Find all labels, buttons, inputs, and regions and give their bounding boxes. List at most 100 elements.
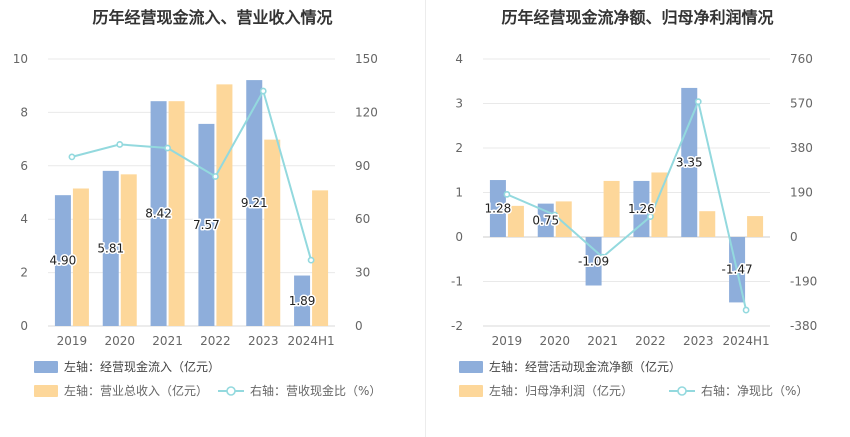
right-axis-tick: 120 bbox=[355, 105, 378, 119]
bar-series-1 bbox=[54, 195, 71, 326]
legend-label: 右轴：净现比（%） bbox=[701, 383, 808, 398]
bar-series-2 bbox=[699, 211, 716, 237]
bar-series-1 bbox=[633, 180, 650, 237]
x-axis-category-label: 2023 bbox=[683, 334, 714, 348]
right-axis-tick: 60 bbox=[355, 212, 370, 226]
line-point bbox=[503, 190, 511, 198]
bar-series-1 bbox=[294, 275, 311, 326]
left-axis-tick: 4 bbox=[20, 212, 28, 226]
bar-data-label: 5.81 bbox=[97, 241, 124, 255]
legend-swatch-line-marker bbox=[677, 386, 687, 396]
line-series bbox=[506, 98, 748, 311]
bar-data-label: 4.90 bbox=[50, 254, 77, 268]
x-axis-category-label: 2020 bbox=[539, 334, 570, 348]
bar-series-1 bbox=[681, 87, 698, 237]
bar-data-label: -1.09 bbox=[578, 254, 609, 268]
bar-data-label: 1.28 bbox=[485, 202, 512, 216]
bar-series-2 bbox=[216, 84, 233, 327]
bar-data-label: 0.75 bbox=[532, 213, 559, 227]
left-axis-tick: -2 bbox=[451, 319, 463, 333]
right-axis-tick: 760 bbox=[790, 52, 813, 66]
x-axis-category-label: 2020 bbox=[104, 334, 135, 348]
bar-series-2 bbox=[72, 188, 89, 326]
x-axis-category-label: 2021 bbox=[152, 334, 183, 348]
left-axis-tick: 10 bbox=[13, 52, 28, 66]
line-point bbox=[68, 153, 76, 161]
x-axis-category-label: 2024H1 bbox=[722, 334, 769, 348]
line-point bbox=[164, 144, 171, 152]
x-axis-category-label: 2019 bbox=[57, 334, 88, 348]
legend-label: 左轴：经营现金流入（亿元） bbox=[64, 359, 220, 374]
bar-series-1 bbox=[102, 170, 119, 326]
line-point bbox=[307, 256, 315, 264]
bar-data-label: 1.26 bbox=[628, 202, 655, 216]
legend-swatch-line-marker bbox=[226, 386, 236, 396]
legend-label: 左轴：归母净利润（亿元） bbox=[489, 383, 633, 398]
left-axis-tick: 2 bbox=[20, 266, 28, 280]
left-chart-title: 历年经营现金流入、营业收入情况 bbox=[92, 8, 333, 27]
bar-series-2 bbox=[555, 201, 572, 237]
line-point bbox=[116, 141, 124, 148]
legend-swatch-bar-2 bbox=[459, 385, 483, 397]
left-axis-tick: 1 bbox=[455, 186, 463, 200]
left-axis-tick: 0 bbox=[455, 230, 463, 244]
line-point bbox=[647, 213, 654, 221]
line-point bbox=[551, 211, 559, 219]
right-axis-tick: 380 bbox=[790, 141, 813, 155]
left-axis-tick: 8 bbox=[20, 105, 28, 119]
bar-series-2 bbox=[168, 101, 185, 326]
bar-series-2 bbox=[747, 216, 764, 237]
left-axis-tick: 6 bbox=[20, 159, 28, 173]
line-series bbox=[71, 88, 313, 261]
right-axis-tick: 90 bbox=[355, 159, 370, 173]
right-axis-tick: 0 bbox=[355, 319, 363, 333]
line-point bbox=[694, 98, 702, 106]
left-axis-tick: 3 bbox=[455, 97, 463, 111]
right-axis-tick: -380 bbox=[790, 319, 817, 333]
left-axis-tick: 0 bbox=[20, 319, 28, 333]
x-axis-category-label: 2022 bbox=[200, 334, 231, 348]
left-chart-svg: 0 2 4 6 8 10 0 30 60 90 120 150 2019 2020 2021 2022 2023… bbox=[13, 52, 382, 398]
left-axis-tick: 4 bbox=[455, 52, 463, 66]
bar-data-label: -1.47 bbox=[722, 263, 753, 277]
legend-label: 右轴：营收现金比（%） bbox=[250, 383, 381, 398]
legend-swatch-bar-2 bbox=[34, 385, 58, 397]
bar-series-2 bbox=[120, 174, 137, 326]
bar-series-2 bbox=[651, 172, 668, 237]
x-axis-category-label: 2024H1 bbox=[287, 334, 334, 348]
line-point bbox=[599, 253, 606, 261]
bar-series-1 bbox=[150, 101, 167, 326]
bar-series-2 bbox=[603, 180, 620, 237]
right-axis-tick: 150 bbox=[355, 52, 378, 66]
bar-data-label: 1.89 bbox=[289, 294, 316, 308]
x-axis-category-label: 2019 bbox=[492, 334, 523, 348]
x-axis-category-label: 2022 bbox=[635, 334, 666, 348]
right-axis-tick: -190 bbox=[790, 275, 817, 289]
left-axis-tick: -1 bbox=[451, 275, 463, 289]
legend-label: 左轴：经营活动现金流净额（亿元） bbox=[489, 359, 681, 374]
legend-swatch-bar-1 bbox=[459, 361, 483, 373]
bar-series-1 bbox=[489, 180, 506, 237]
x-axis-category-label: 2023 bbox=[248, 334, 279, 348]
line-point bbox=[212, 173, 219, 180]
right-axis-tick: 190 bbox=[790, 186, 813, 200]
bar-data-label: 8.42 bbox=[145, 207, 172, 221]
left-axis-tick: 2 bbox=[455, 141, 463, 155]
bar-data-label: 9.21 bbox=[241, 196, 268, 210]
bar-series-1 bbox=[585, 237, 602, 286]
bar-series-1 bbox=[246, 80, 263, 326]
legend-label: 左轴：营业总收入（亿元） bbox=[64, 383, 208, 398]
panel-divider bbox=[425, 0, 426, 437]
line-point bbox=[259, 87, 267, 95]
bar-series-2 bbox=[312, 190, 329, 326]
left-chart-panel: 历年经营现金流入、营业收入情况 0 2 4 6 8 10 0 30 60 90 120 150 2019… bbox=[13, 8, 382, 398]
right-chart-panel: 历年经营现金流净额、归母净利润情况 -2 -1 0 1 2 3 4 -380 -190 0 190 3… bbox=[425, 0, 850, 437]
right-axis-tick: 30 bbox=[355, 266, 370, 280]
line-point bbox=[742, 306, 750, 314]
right-axis-tick: 570 bbox=[790, 97, 813, 111]
bar-data-label: 7.57 bbox=[193, 218, 220, 232]
bar-series-2 bbox=[507, 205, 524, 237]
legend-swatch-bar-1 bbox=[34, 361, 58, 373]
right-axis-tick: 0 bbox=[790, 230, 798, 244]
right-chart-svg: -2 -1 0 1 2 3 4 -380 -190 0 190 380 570 760 2019 2020 20… bbox=[451, 52, 817, 398]
